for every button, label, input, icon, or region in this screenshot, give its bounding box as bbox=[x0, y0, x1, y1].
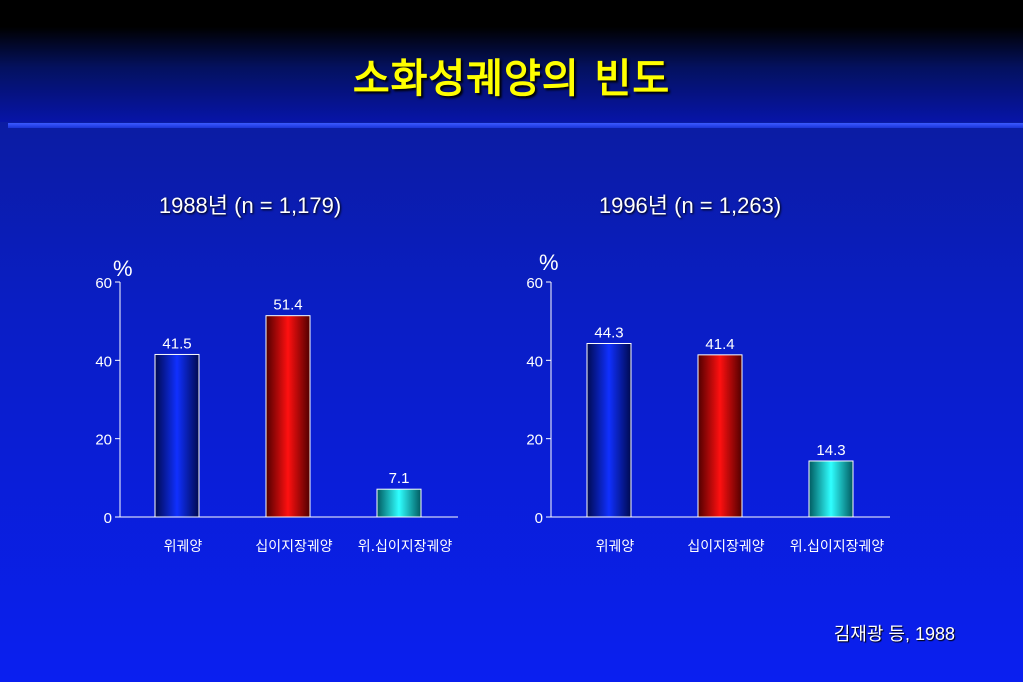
chart-2-value-label-2: 41.4 bbox=[705, 336, 734, 353]
chart-2-category-label-1: 위궤양 bbox=[596, 539, 635, 555]
chart-1-y-tick-label: 0 bbox=[104, 510, 112, 527]
chart-2-y-tick-label: 20 bbox=[526, 432, 543, 449]
chart-2-category-label-2: 십이지장궤양 bbox=[687, 539, 764, 555]
chart-1-bar-3 bbox=[376, 488, 422, 518]
chart-1-bar-1 bbox=[154, 353, 200, 518]
chart-1-value-label-2: 51.4 bbox=[273, 297, 302, 314]
header-divider bbox=[8, 123, 1023, 128]
chart-1-category-label-2: 십이지장궤양 bbox=[255, 539, 332, 555]
chart-1-y-tick-label: 20 bbox=[95, 432, 112, 449]
chart-1-category-label-3: 위.십이지장궤양 bbox=[358, 539, 453, 555]
chart-2-bar-2 bbox=[697, 354, 743, 518]
chart-2-category-label-3: 위.십이지장궤양 bbox=[790, 539, 885, 555]
chart-2-y-axis-label: % bbox=[539, 250, 559, 275]
chart-1-y-axis-label: % bbox=[113, 256, 133, 281]
chart-2-value-label-3: 14.3 bbox=[816, 442, 845, 459]
chart-title-1996: 1996년 (n = 1,263) bbox=[598, 193, 782, 218]
chart-1-bar-2 bbox=[265, 315, 311, 518]
slide-title: 소화성궤양의 빈도 bbox=[352, 56, 671, 102]
chart-1-value-label-3: 7.1 bbox=[389, 470, 410, 487]
chart-1-value-label-1: 41.5 bbox=[162, 335, 191, 352]
chart-1-y-tick-label: 60 bbox=[95, 275, 112, 292]
chart-title-1988: 1988년 (n = 1,179) bbox=[158, 193, 342, 218]
chart-1-category-label-1: 위궤양 bbox=[164, 539, 203, 555]
chart-1-y-tick-label: 40 bbox=[95, 353, 112, 370]
chart-2-y-tick-label: 40 bbox=[526, 353, 543, 370]
chart-2-y-tick-label: 60 bbox=[526, 275, 543, 292]
title-banner bbox=[0, 0, 1023, 122]
chart-2-value-label-1: 44.3 bbox=[594, 324, 623, 341]
chart-2-y-tick-label: 0 bbox=[535, 510, 543, 527]
chart-2-bar-1 bbox=[586, 342, 632, 518]
citation: 김재광 등, 1988 bbox=[833, 624, 955, 644]
chart-2-bar-3 bbox=[808, 460, 854, 518]
